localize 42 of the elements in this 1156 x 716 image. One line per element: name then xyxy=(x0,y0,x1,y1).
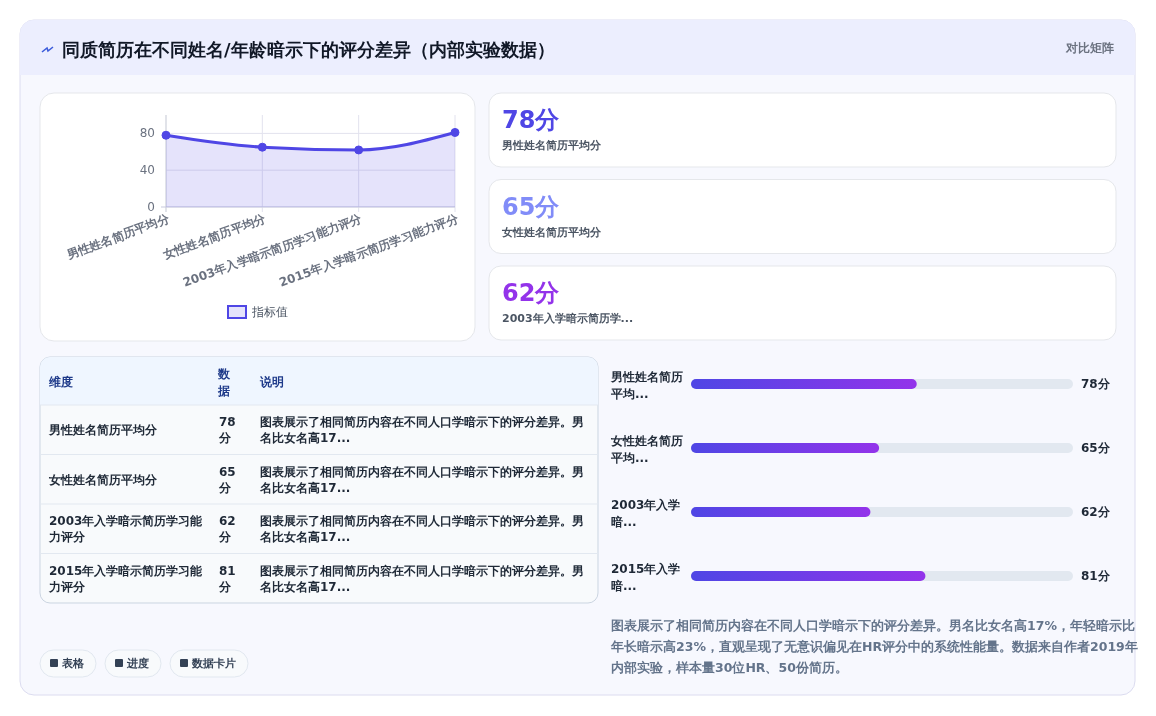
data-label: 81分 xyxy=(1081,569,1111,583)
data-label: 65分 xyxy=(1081,441,1111,455)
y-tick-label: 2015年入学暗... xyxy=(611,562,681,593)
text: 62分 xyxy=(502,279,560,307)
point xyxy=(450,127,460,137)
text: 同质简历在不同姓名/年龄暗示下的评分差异（内部实验数据） xyxy=(62,39,555,60)
category-label: 女性姓名简历平均分 xyxy=(48,472,158,487)
text: 图表展示了相同简历内容在不同人口学暗示下的评分差异。男名比女名高17%，年轻暗示比年长暗示高23%，直观呈现了无意识偏见在HR评分中的系统性能量。数据来自作者2019年内部实验，样本量30位HR、50份简历。 xyxy=(610,618,1138,675)
category-label: 2003年入学暗示简历学... xyxy=(502,312,634,325)
category-label: 男性姓名简历平均分 xyxy=(48,423,158,437)
text: 说明 xyxy=(259,375,284,389)
text: 数据 xyxy=(217,367,231,398)
text: 进度 xyxy=(126,657,149,670)
legend-label: 指标值 xyxy=(251,305,288,319)
text: 81分 xyxy=(219,563,236,594)
text: 65分 xyxy=(219,464,236,495)
point xyxy=(161,130,171,140)
data-label: 62分 xyxy=(1081,505,1111,519)
y-tick-label: 40 xyxy=(139,163,155,178)
category-label: 男性姓名简历平均分 xyxy=(501,139,602,152)
text: 65分 xyxy=(502,192,560,221)
text: 数据卡片 xyxy=(191,657,236,670)
text: 图表展示了相同简历内容在不同人口学暗示下的评分差异。男名比女名高17... xyxy=(259,464,584,495)
text: 对比矩阵 xyxy=(1065,41,1114,55)
text: 62分 xyxy=(219,514,236,544)
category-label: 2015年入学暗示简历学习能力评分 xyxy=(48,563,204,594)
y-tick-label: 80 xyxy=(139,126,155,141)
point xyxy=(354,145,364,155)
y-tick-label: 0 xyxy=(147,200,155,214)
y-tick-label: 男性姓名简历平均... xyxy=(610,370,683,401)
point xyxy=(257,142,267,152)
data-label: 78分 xyxy=(1081,377,1111,391)
text: 图表展示了相同简历内容在不同人口学暗示下的评分差异。男名比女名高17... xyxy=(259,563,584,594)
text: 表格 xyxy=(61,657,85,670)
text: 图表展示了相同简历内容在不同人口学暗示下的评分差异。男名比女名高17... xyxy=(259,415,584,445)
text: 图表展示了相同简历内容在不同人口学暗示下的评分差异。男名比女名高17... xyxy=(259,514,584,544)
y-tick-label: 女性姓名简历平均... xyxy=(610,434,683,465)
category-label: 2003年入学暗示简历学习能力评分 xyxy=(48,514,204,544)
text: 78分 xyxy=(219,415,236,445)
text: 78分 xyxy=(502,106,560,134)
text: 维度 xyxy=(48,375,73,389)
y-tick-label: 2003年入学暗... xyxy=(611,498,681,529)
